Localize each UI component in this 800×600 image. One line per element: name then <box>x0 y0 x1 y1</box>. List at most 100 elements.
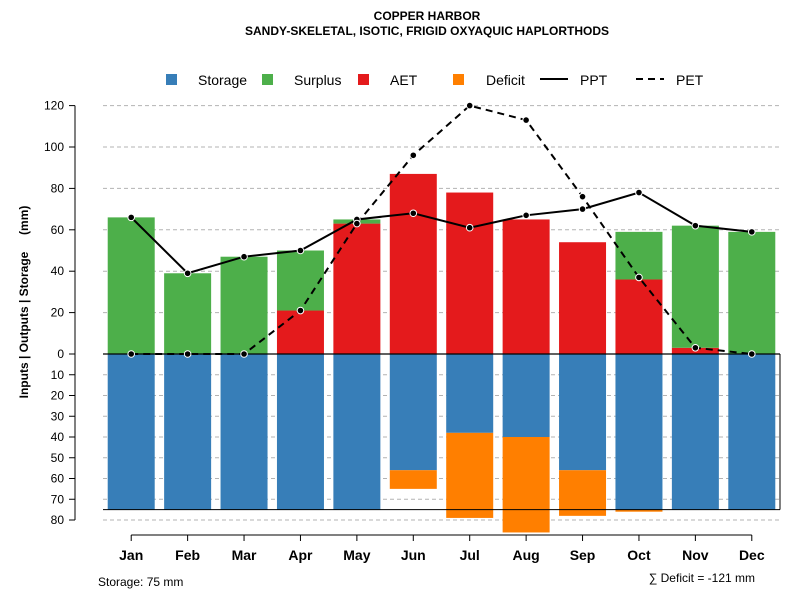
aet-bar-jul <box>446 192 494 354</box>
legend: Storage Surplus AET Deficit PPT PET <box>166 72 704 88</box>
legend-surplus-label: Surplus <box>294 72 341 88</box>
axes: 0 20 40 60 80 100 120 10 20 30 40 50 60 70 80 Jan Feb Mar… <box>44 99 765 563</box>
y-tick-label: 60 <box>51 223 65 237</box>
surplus-bar-oct <box>615 231 663 280</box>
pet-point-dec <box>747 350 756 358</box>
pet-line <box>131 104 752 355</box>
pet-point-feb <box>183 350 192 358</box>
storage-bar-jan <box>107 354 155 510</box>
ppt-line <box>130 191 752 275</box>
deficit-bar-oct <box>615 509 663 512</box>
legend-aet-label: AET <box>390 72 418 88</box>
x-tick-label-aug: Aug <box>513 547 540 563</box>
y-tick-label: 30 <box>51 409 65 423</box>
ppt-point-feb <box>183 269 192 278</box>
aet-bar-aug <box>502 219 550 354</box>
x-tick-label-nov: Nov <box>682 547 709 563</box>
y-tick-label: 20 <box>51 306 65 320</box>
pet-point-mar <box>240 350 248 358</box>
y-tick-label: 80 <box>51 513 65 527</box>
deficit-bar-aug <box>502 437 550 533</box>
y-tick-label: 60 <box>51 472 65 486</box>
x-tick-label-may: May <box>343 547 370 563</box>
pet-point-nov <box>691 343 700 352</box>
x-tick-label-feb: Feb <box>175 547 200 563</box>
legend-ppt-label: PPT <box>580 72 608 88</box>
surplus-bar-feb <box>164 273 212 354</box>
ppt-point-jun <box>409 209 418 218</box>
pet-point-aug <box>522 116 530 124</box>
ppt-point-sep <box>578 205 587 213</box>
ppt-point-apr <box>296 246 305 255</box>
surplus-bar-dec <box>728 231 776 354</box>
x-tick-label-apr: Apr <box>288 547 313 563</box>
x-tick-label-mar: Mar <box>232 547 257 563</box>
surplus-bar-apr <box>276 250 324 311</box>
deficit-bar-jul <box>446 432 494 518</box>
legend-pet-label: PET <box>676 72 704 88</box>
legend-storage-label: Storage <box>198 72 247 88</box>
storage-bar-jun <box>389 354 437 471</box>
storage-bar-apr <box>276 354 324 510</box>
y-tick-label: 40 <box>51 264 65 278</box>
y-tick-label: 20 <box>51 389 65 403</box>
aet-bar-oct <box>615 279 663 354</box>
x-tick-label-jan: Jan <box>119 547 143 563</box>
storage-note: Storage: 75 mm <box>98 575 183 589</box>
y-axis-label: Inputs | Outputs | Storage (mm) <box>17 206 31 399</box>
x-tick-label-oct: Oct <box>627 547 651 563</box>
lines <box>127 101 756 358</box>
aet-bar-may <box>333 223 381 354</box>
storage-bar-mar <box>220 354 268 510</box>
legend-surplus-swatch <box>262 74 273 85</box>
pet-point-jun <box>409 151 418 160</box>
ppt-point-mar <box>240 252 248 261</box>
ppt-point-jul <box>465 223 474 232</box>
pet-point-jul <box>465 101 474 110</box>
x-tick-label-jul: Jul <box>460 547 480 563</box>
legend-deficit-label: Deficit <box>486 72 525 88</box>
x-tick-label-dec: Dec <box>739 547 765 563</box>
pet-point-jan <box>127 350 136 358</box>
aet-bar-sep <box>559 242 607 354</box>
legend-deficit-swatch <box>453 74 464 85</box>
y-tick-label: 0 <box>57 347 64 361</box>
storage-bar-dec <box>728 354 776 510</box>
deficit-note: ∑ Deficit = -121 mm <box>649 571 755 585</box>
aet-bar-jun <box>389 173 437 354</box>
storage-bar-oct <box>615 354 663 510</box>
storage-bar-aug <box>502 354 550 437</box>
storage-bar-nov <box>671 354 719 510</box>
ppt-point-nov <box>691 221 700 230</box>
ppt-point-jan <box>127 213 136 222</box>
y-tick-label: 10 <box>51 368 65 382</box>
gridlines <box>103 105 780 521</box>
deficit-bar-sep <box>559 470 607 516</box>
pet-point-sep <box>578 192 587 201</box>
ppt-point-dec <box>747 228 756 236</box>
legend-aet-swatch <box>358 74 369 85</box>
deficit-bar-jun <box>389 470 437 489</box>
pet-point-may <box>353 219 361 228</box>
x-tick-label-sep: Sep <box>570 547 596 563</box>
storage-bar-may <box>333 354 381 510</box>
pet-point-apr <box>296 306 305 315</box>
chart-subtitle: SANDY-SKELETAL, ISOTIC, FRIGID OXYAQUIC … <box>245 24 609 38</box>
y-tick-label: 40 <box>51 430 65 444</box>
legend-storage-swatch <box>166 74 177 85</box>
y-tick-label: 120 <box>44 99 64 113</box>
surplus-bar-jan <box>107 217 155 354</box>
pet-point-oct <box>635 273 643 282</box>
storage-bar-jul <box>446 354 494 433</box>
ppt-point-aug <box>522 211 530 220</box>
y-tick-label: 50 <box>51 451 65 465</box>
surplus-bar-nov <box>671 225 719 348</box>
bars <box>107 173 776 533</box>
x-tick-label-jun: Jun <box>401 547 426 563</box>
aet-bar-apr <box>276 310 324 354</box>
y-tick-label: 80 <box>51 181 65 195</box>
y-tick-label: 70 <box>51 492 65 506</box>
surplus-bar-mar <box>220 256 268 354</box>
storage-bar-sep <box>559 354 607 471</box>
